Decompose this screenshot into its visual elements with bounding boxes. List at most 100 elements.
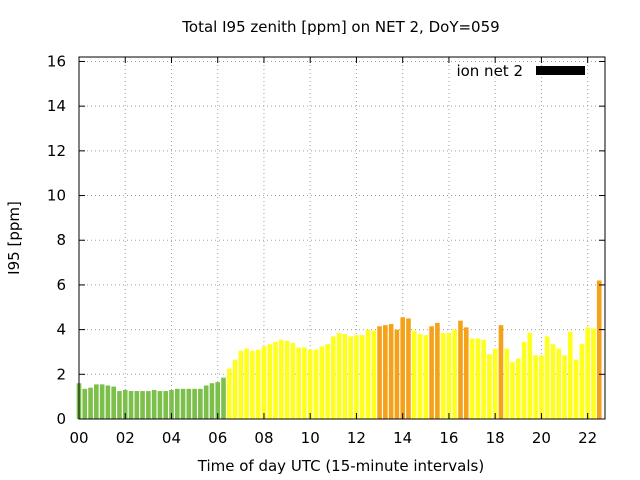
bar	[99, 384, 105, 419]
bar	[296, 347, 301, 419]
bar	[198, 388, 203, 419]
bar	[128, 391, 134, 419]
bar	[504, 348, 510, 419]
bar	[169, 389, 174, 419]
bar	[267, 344, 273, 419]
y-tick-label: 4	[56, 321, 66, 339]
bar	[579, 344, 585, 419]
bar	[539, 355, 544, 419]
y-axis-label: I95 [ppm]	[5, 201, 23, 275]
bar	[510, 362, 515, 419]
bars	[76, 280, 602, 419]
bar	[596, 280, 602, 419]
y-tick-label: 6	[56, 276, 66, 294]
bar	[140, 391, 145, 419]
bar	[342, 334, 348, 419]
grid	[79, 57, 605, 419]
bar	[365, 329, 371, 419]
bar	[556, 348, 562, 419]
bar	[440, 332, 446, 419]
bar	[163, 391, 169, 419]
chart-title: Total I95 zenith [ppm] on NET 2, DoY=059	[181, 18, 499, 36]
y-tick-label: 14	[47, 97, 66, 115]
y-tick-label: 0	[56, 410, 66, 428]
bar	[359, 335, 365, 419]
y-tick-label: 16	[47, 52, 66, 70]
x-tick-label: 12	[347, 429, 366, 447]
bar	[238, 350, 244, 419]
bar	[325, 344, 330, 419]
bar	[394, 329, 400, 419]
bar	[290, 343, 296, 419]
bar	[88, 387, 93, 419]
x-tick-label: 16	[439, 429, 458, 447]
bar	[475, 338, 481, 419]
bar	[487, 354, 492, 419]
y-tick-label: 2	[56, 365, 66, 383]
bar	[591, 328, 596, 419]
bar	[261, 346, 267, 419]
bar	[319, 346, 325, 419]
bar	[377, 326, 382, 419]
bar	[573, 359, 579, 419]
bar	[232, 359, 238, 419]
x-tick-label: 04	[162, 429, 181, 447]
y-tick-labels: 0 2 4 6 8 10 12 14 16	[47, 52, 66, 428]
bar	[371, 330, 377, 419]
bar	[388, 324, 394, 419]
bar	[221, 377, 226, 419]
bar	[82, 388, 88, 419]
bar	[94, 384, 99, 419]
bar	[562, 355, 567, 419]
x-tick-labels: 00 02 04 06 08 10 12 14 16 18 20 22	[69, 429, 597, 447]
bar	[452, 329, 458, 419]
x-tick-label: 20	[532, 429, 551, 447]
legend-label: ion net 2	[456, 62, 523, 80]
legend: ion net 2	[456, 62, 585, 80]
bar	[117, 391, 122, 419]
bar	[105, 385, 111, 419]
bar	[307, 349, 313, 419]
bar	[336, 332, 342, 419]
bar	[383, 325, 388, 419]
bar	[209, 383, 215, 419]
x-tick-label: 14	[393, 429, 412, 447]
plot-frame	[78, 56, 606, 420]
bar	[527, 332, 533, 419]
bar	[544, 336, 550, 419]
bar	[446, 332, 452, 419]
bar	[429, 326, 434, 419]
bar	[134, 391, 140, 419]
bar	[151, 389, 157, 419]
bar	[255, 349, 261, 419]
bar	[498, 325, 504, 419]
bar	[313, 349, 319, 419]
bar	[157, 391, 163, 419]
bar	[585, 327, 590, 419]
y-tick-label: 12	[47, 142, 66, 160]
x-tick-label: 18	[486, 429, 505, 447]
bar	[458, 320, 463, 419]
bar	[203, 385, 209, 419]
x-tick-label: 06	[208, 429, 227, 447]
bar	[331, 336, 336, 419]
ticks	[78, 57, 605, 420]
x-tick-label: 08	[254, 429, 273, 447]
bar	[146, 391, 151, 419]
bar	[174, 388, 180, 419]
bar	[186, 388, 192, 419]
bar	[273, 341, 278, 419]
y-tick-label: 10	[47, 187, 66, 205]
bar	[550, 344, 556, 419]
legend-swatch	[536, 66, 585, 75]
bar	[521, 341, 527, 419]
x-tick-label: 02	[116, 429, 135, 447]
bar	[279, 339, 284, 419]
bar	[417, 334, 423, 419]
bar	[400, 317, 405, 419]
bar	[515, 358, 521, 419]
bar	[244, 348, 249, 419]
bar	[122, 389, 128, 419]
bar	[481, 339, 486, 419]
